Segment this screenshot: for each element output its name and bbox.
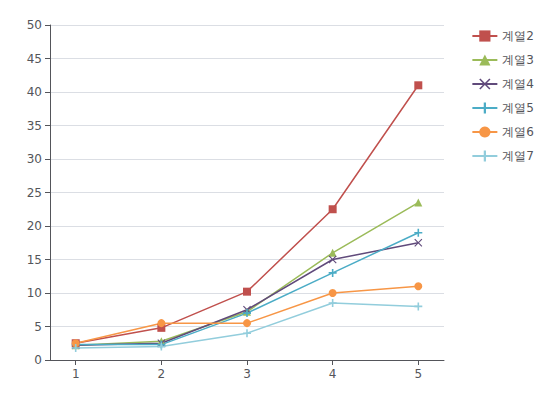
svg-text:계열5: 계열5 — [502, 101, 534, 115]
svg-text:1: 1 — [72, 367, 80, 381]
svg-text:계열4: 계열4 — [502, 77, 534, 91]
svg-text:50: 50 — [27, 18, 42, 32]
svg-text:5: 5 — [34, 320, 42, 334]
svg-text:계열2: 계열2 — [502, 29, 534, 43]
svg-text:3: 3 — [243, 367, 251, 381]
svg-text:10: 10 — [27, 286, 42, 300]
svg-text:45: 45 — [27, 52, 42, 66]
svg-text:35: 35 — [27, 119, 42, 133]
svg-text:20: 20 — [27, 219, 42, 233]
svg-text:4: 4 — [329, 367, 337, 381]
svg-text:2: 2 — [158, 367, 166, 381]
svg-text:30: 30 — [27, 152, 42, 166]
svg-text:계열7: 계열7 — [502, 149, 534, 163]
svg-text:계열3: 계열3 — [502, 53, 534, 67]
svg-text:25: 25 — [27, 186, 42, 200]
svg-text:5: 5 — [414, 367, 422, 381]
svg-text:계열6: 계열6 — [502, 125, 534, 139]
svg-text:0: 0 — [34, 353, 42, 367]
svg-text:40: 40 — [27, 85, 42, 99]
svg-text:15: 15 — [27, 253, 42, 267]
